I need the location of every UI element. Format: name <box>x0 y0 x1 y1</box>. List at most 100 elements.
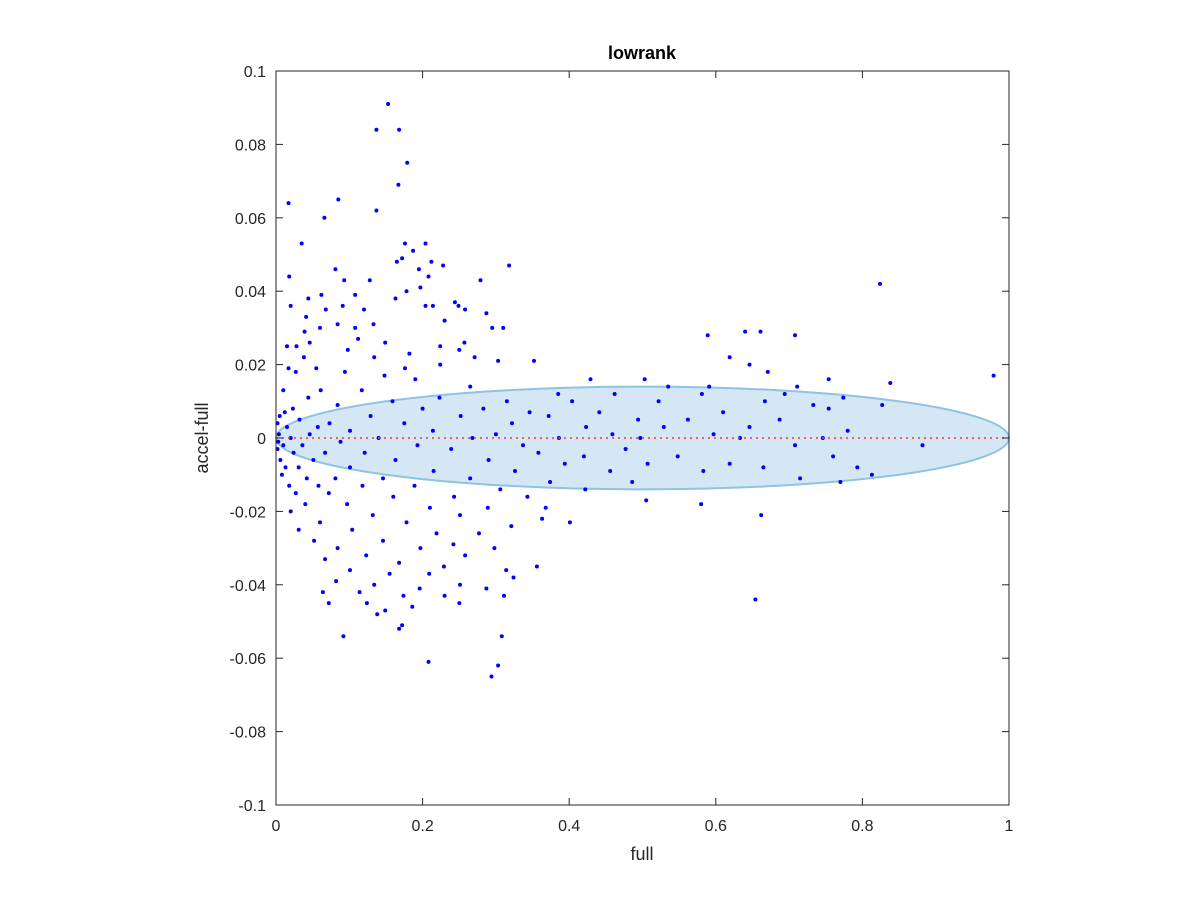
data-point <box>430 428 435 433</box>
data-point <box>449 447 454 451</box>
data-point <box>493 432 498 437</box>
data-point <box>416 267 421 272</box>
data-point <box>312 538 317 543</box>
data-point <box>636 417 641 422</box>
y-tick-label: 0.06 <box>235 211 266 228</box>
data-point <box>364 553 369 558</box>
y-tick-label: 0.02 <box>235 358 266 375</box>
data-point <box>430 303 435 308</box>
data-point <box>793 333 797 338</box>
data-point <box>747 362 752 367</box>
data-point <box>341 634 346 639</box>
data-point <box>509 524 514 529</box>
data-point <box>429 259 434 264</box>
data-point <box>294 344 299 349</box>
data-point <box>502 593 506 598</box>
data-point <box>382 373 387 378</box>
data-point <box>304 476 309 481</box>
data-point <box>481 406 486 411</box>
data-point <box>492 546 497 551</box>
data-point <box>583 487 588 492</box>
data-point <box>286 201 291 206</box>
data-point <box>372 355 377 360</box>
data-point <box>364 601 369 606</box>
data-point <box>320 590 325 595</box>
data-point <box>335 403 340 407</box>
data-point <box>397 127 402 132</box>
data-point <box>581 454 586 459</box>
data-point <box>699 502 704 507</box>
y-tick-label: -0.1 <box>238 798 266 815</box>
data-point <box>282 410 287 415</box>
data-point <box>299 241 304 246</box>
data-point <box>287 483 292 488</box>
data-point <box>297 417 302 422</box>
data-point <box>402 421 407 426</box>
x-ticks: 0 0.2 0.4 0.6 0.8 1 <box>272 71 1014 835</box>
x-tick-label: 0.8 <box>851 818 873 835</box>
data-point <box>458 513 462 518</box>
data-point <box>393 296 398 301</box>
data-point <box>656 399 661 404</box>
data-point <box>368 414 373 418</box>
data-point <box>920 443 925 448</box>
data-point <box>478 278 483 283</box>
data-point <box>383 340 388 345</box>
data-point <box>319 292 324 297</box>
data-point <box>437 395 442 400</box>
data-point <box>458 582 462 587</box>
data-point <box>281 443 286 448</box>
data-point <box>826 406 831 411</box>
data-point <box>420 406 425 411</box>
data-point <box>370 513 375 518</box>
data-point <box>404 289 409 294</box>
data-point <box>498 487 503 492</box>
data-point <box>333 267 338 272</box>
data-point <box>841 395 846 400</box>
data-point <box>699 392 704 396</box>
data-point <box>556 392 561 396</box>
data-point <box>394 259 399 264</box>
data-point <box>838 480 843 484</box>
data-point <box>507 263 512 268</box>
data-point <box>427 571 432 576</box>
y-tick-label: 0.04 <box>235 284 266 301</box>
data-point <box>721 410 726 415</box>
data-point <box>356 336 361 341</box>
data-point <box>285 344 289 349</box>
data-point <box>451 542 456 547</box>
data-point <box>765 369 770 374</box>
data-point <box>391 494 396 499</box>
x-axis-label: full <box>630 844 653 864</box>
data-point <box>759 513 764 518</box>
data-point <box>386 102 391 106</box>
data-point <box>323 557 328 562</box>
data-point <box>322 215 327 220</box>
data-point <box>623 447 628 451</box>
data-point <box>727 355 732 360</box>
data-point <box>644 498 649 503</box>
data-point <box>888 381 893 385</box>
data-point <box>290 406 295 411</box>
data-point <box>393 458 398 462</box>
data-point <box>307 340 312 345</box>
data-point <box>326 491 331 496</box>
data-point <box>701 469 706 473</box>
data-point <box>548 480 553 484</box>
data-point <box>855 465 860 470</box>
data-point <box>638 436 643 440</box>
data-point <box>304 314 309 319</box>
data-point <box>546 414 551 418</box>
data-point <box>353 292 358 297</box>
data-point <box>525 494 530 499</box>
data-point <box>513 469 517 473</box>
data-point <box>357 590 362 595</box>
data-point <box>743 329 748 334</box>
data-point <box>375 612 380 617</box>
data-point <box>501 325 506 330</box>
data-point <box>485 505 490 510</box>
data-point <box>302 329 307 334</box>
data-point <box>390 399 395 404</box>
data-point <box>411 248 416 253</box>
data-point <box>336 197 341 202</box>
